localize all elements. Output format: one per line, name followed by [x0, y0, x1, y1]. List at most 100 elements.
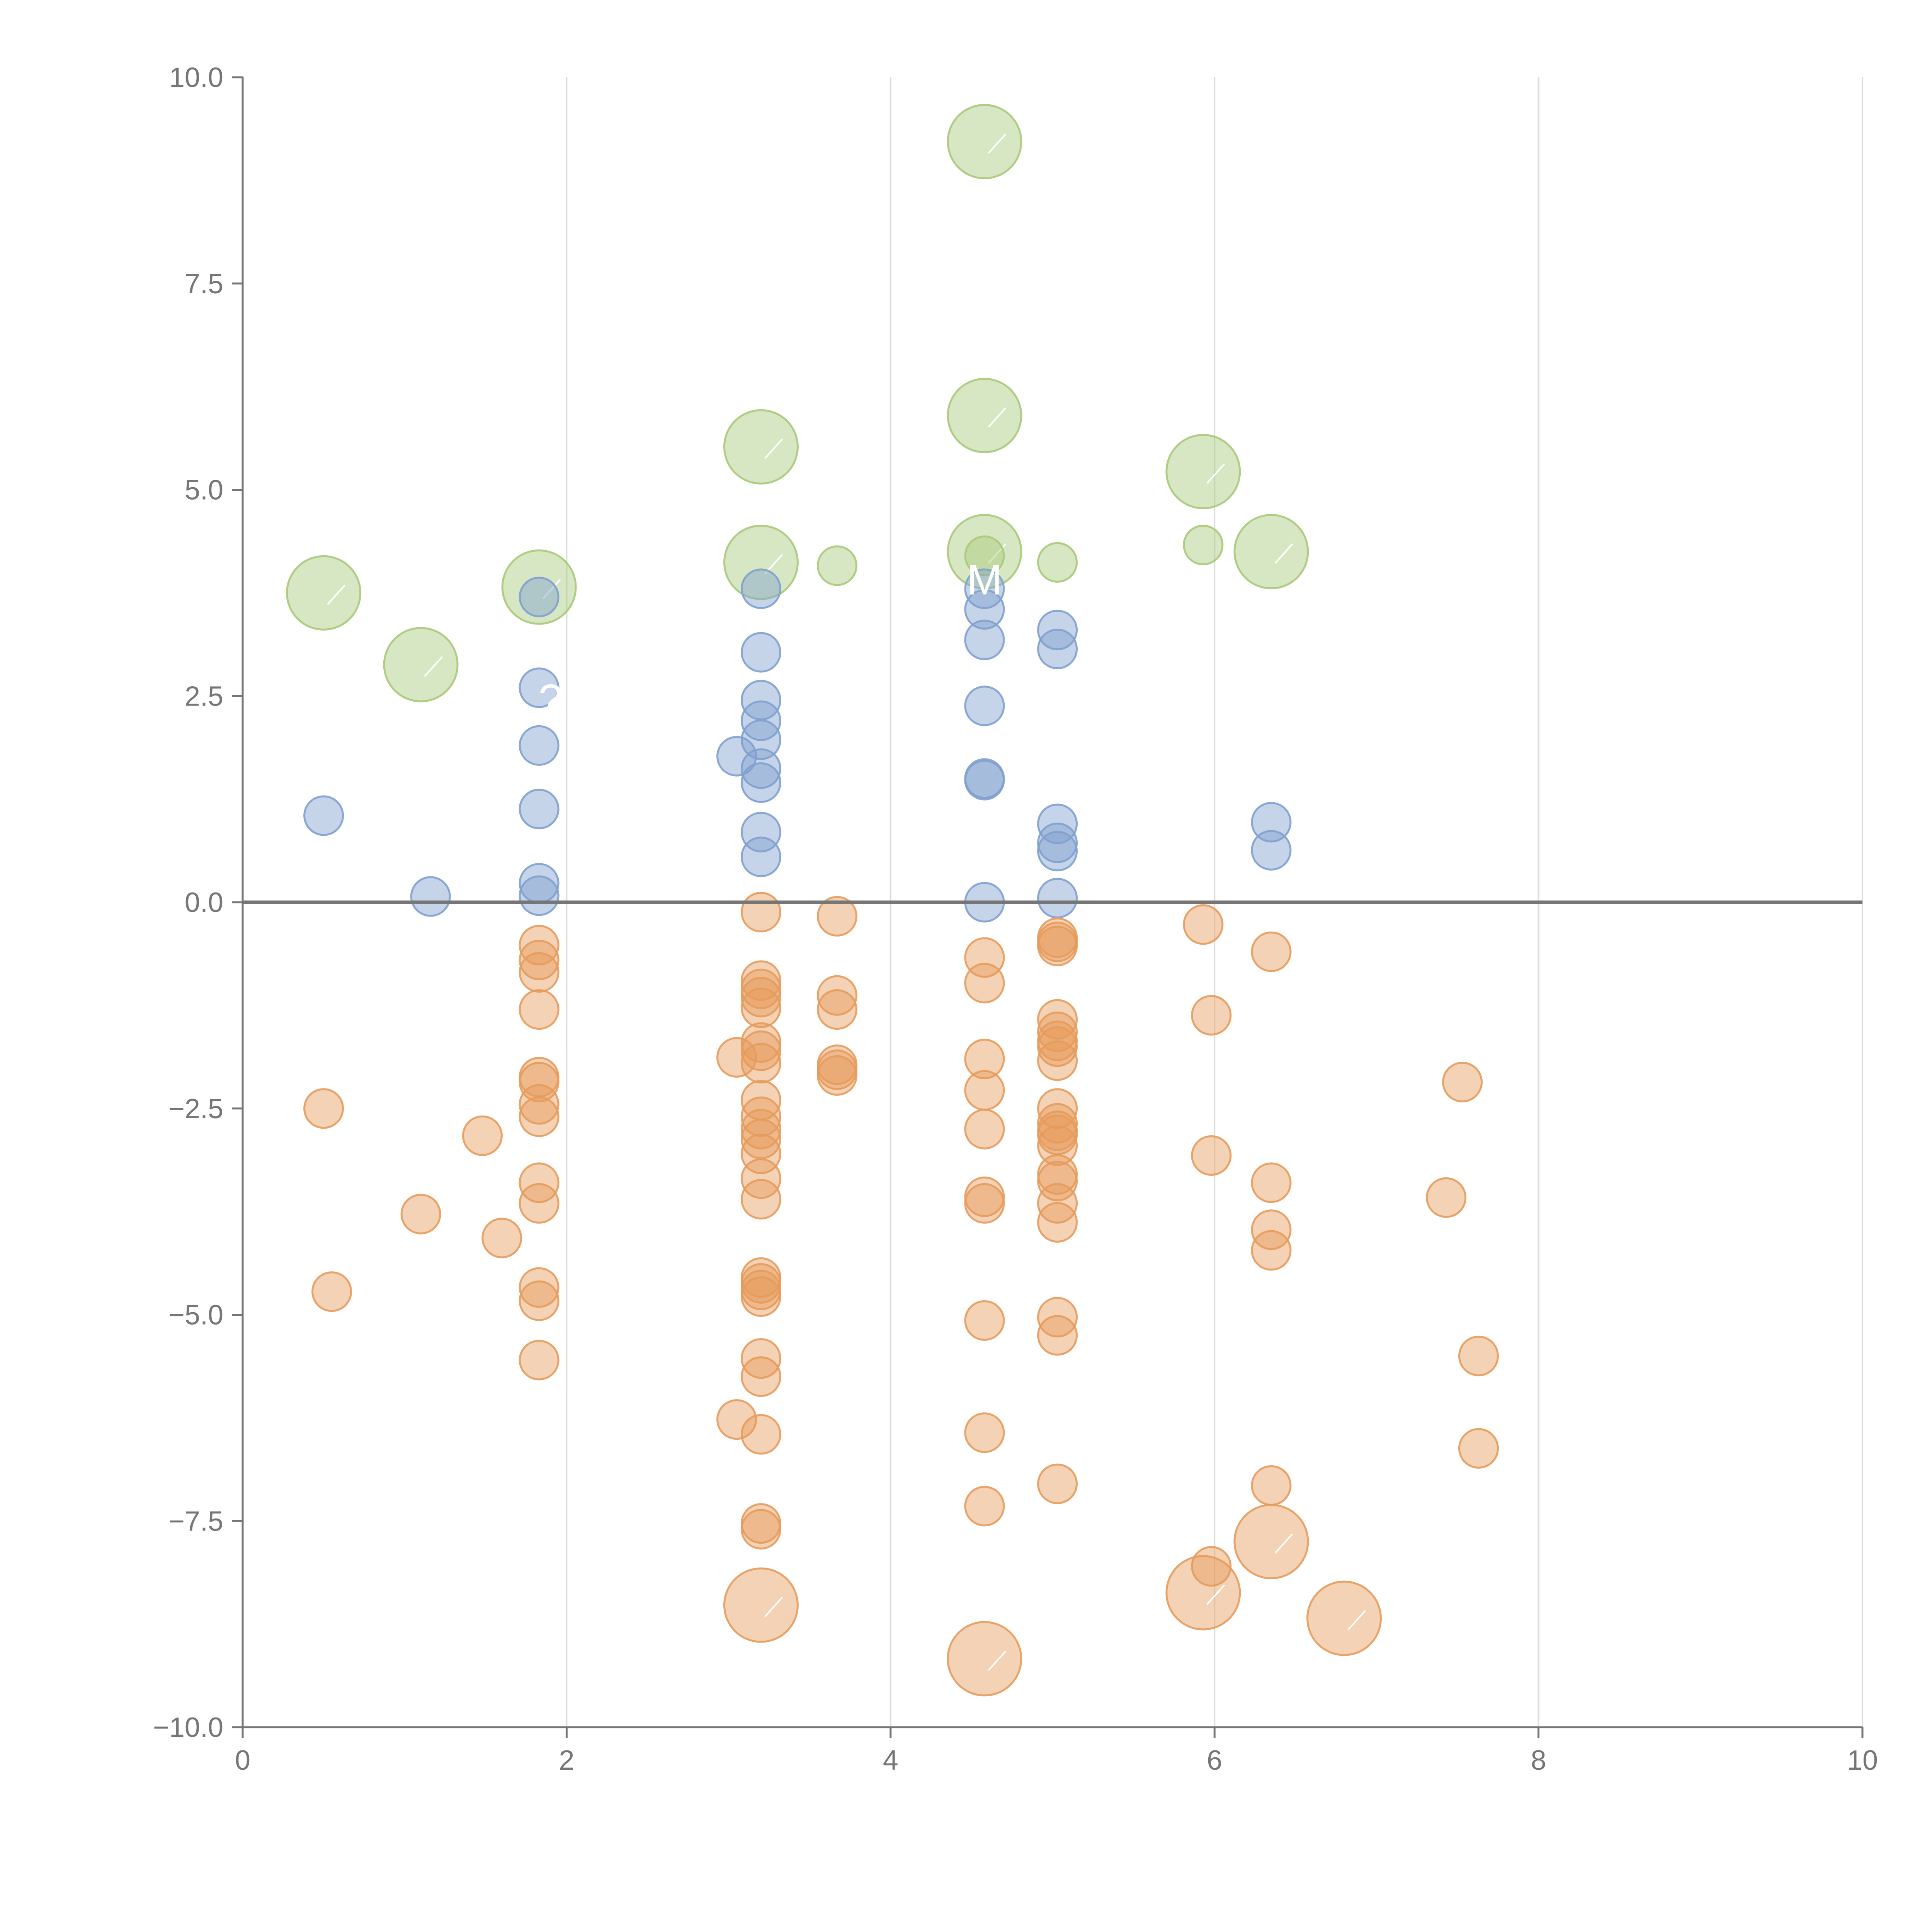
point-negative-small-52[interactable] — [964, 1039, 1005, 1080]
point-positive-small-32[interactable] — [1251, 830, 1292, 871]
point-negative-small-80[interactable] — [1183, 904, 1224, 945]
point-negative-small-58[interactable] — [964, 1412, 1005, 1453]
point-negative-small-84[interactable] — [1251, 931, 1292, 972]
point-top-large-9[interactable] — [1233, 514, 1309, 590]
point-negative-small-88[interactable] — [1251, 1465, 1292, 1506]
point-top-large-1[interactable] — [383, 627, 459, 702]
point-negative-small-31[interactable] — [740, 1158, 781, 1199]
point-negative-small-32[interactable] — [740, 1179, 781, 1220]
point-negative-large-0[interactable] — [723, 1567, 799, 1643]
point-negative-small-21[interactable] — [740, 977, 781, 1018]
point-top-large-7[interactable] — [947, 514, 1022, 590]
point-negative-small-43[interactable] — [716, 1399, 757, 1440]
point-positive-small-5[interactable] — [519, 789, 560, 830]
point-negative-small-4[interactable] — [481, 1218, 522, 1259]
point-positive-small-15[interactable] — [740, 812, 781, 853]
point-positive-small-9[interactable] — [740, 632, 781, 673]
point-negative-small-7[interactable] — [519, 952, 560, 993]
point-positive-small-8[interactable] — [740, 568, 781, 609]
point-negative-small-53[interactable] — [964, 1070, 1005, 1111]
point-positive-small-7[interactable] — [519, 875, 560, 916]
point-negative-small-16[interactable] — [519, 1280, 560, 1321]
point-positive-small-31[interactable] — [1251, 802, 1292, 843]
point-negative-small-86[interactable] — [1251, 1209, 1292, 1250]
point-positive-small-17[interactable] — [716, 736, 757, 777]
point-negative-small-66[interactable] — [1037, 1026, 1078, 1067]
point-negative-small-62[interactable] — [1037, 925, 1078, 966]
point-top-large-6[interactable] — [947, 378, 1022, 453]
point-negative-small-85[interactable] — [1251, 1162, 1292, 1203]
point-negative-small-39[interactable] — [740, 1414, 781, 1455]
point-positive-small-3[interactable] — [519, 667, 560, 708]
point-negative-small-81[interactable] — [1191, 995, 1232, 1036]
point-negative-small-72[interactable] — [1037, 1125, 1078, 1166]
point-negative-small-22[interactable] — [740, 987, 781, 1028]
point-top-large-5[interactable] — [947, 104, 1022, 180]
point-positive-small-18[interactable] — [964, 568, 1005, 609]
point-negative-small-49[interactable] — [816, 1055, 857, 1096]
point-negative-small-64[interactable] — [1037, 1011, 1078, 1052]
point-negative-small-17[interactable] — [519, 1340, 560, 1381]
point-negative-small-42[interactable] — [716, 1037, 757, 1078]
point-negative-large-4[interactable] — [1306, 1580, 1382, 1656]
point-negative-small-56[interactable] — [964, 1183, 1005, 1224]
point-negative-small-23[interactable] — [740, 1022, 781, 1063]
point-positive-small-29[interactable] — [1037, 831, 1078, 872]
point-negative-small-89[interactable] — [1426, 1177, 1467, 1218]
point-negative-small-15[interactable] — [519, 1267, 560, 1308]
point-top-large-8[interactable] — [1165, 434, 1241, 510]
point-negative-small-12[interactable] — [519, 1096, 560, 1137]
point-positive-small-13[interactable] — [740, 748, 781, 789]
point-positive-small-26[interactable] — [1037, 629, 1078, 670]
point-negative-small-14[interactable] — [519, 1183, 560, 1224]
point-negative-small-51[interactable] — [964, 963, 1005, 1003]
point-positive-small-4[interactable] — [519, 725, 560, 766]
point-negative-small-76[interactable] — [1037, 1202, 1078, 1243]
point-top-small-1[interactable] — [964, 535, 1005, 576]
point-negative-small-79[interactable] — [1037, 1463, 1078, 1504]
point-negative-small-78[interactable] — [1037, 1315, 1078, 1356]
point-top-small-0[interactable] — [816, 545, 857, 586]
point-negative-small-41[interactable] — [740, 1509, 781, 1550]
point-positive-small-14[interactable] — [740, 762, 781, 803]
point-positive-small-1[interactable] — [410, 876, 451, 917]
point-negative-small-28[interactable] — [740, 1109, 781, 1150]
point-positive-small-28[interactable] — [1037, 822, 1078, 863]
point-positive-small-21[interactable] — [964, 685, 1005, 726]
point-negative-small-67[interactable] — [1037, 1040, 1078, 1081]
point-negative-small-24[interactable] — [740, 1030, 781, 1071]
point-negative-small-10[interactable] — [519, 1061, 560, 1102]
point-negative-small-74[interactable] — [1037, 1161, 1078, 1202]
point-negative-small-3[interactable] — [462, 1115, 503, 1156]
point-negative-small-92[interactable] — [1458, 1428, 1499, 1469]
point-positive-small-19[interactable] — [964, 589, 1005, 630]
point-negative-small-54[interactable] — [964, 1109, 1005, 1150]
point-negative-small-77[interactable] — [1037, 1297, 1078, 1338]
point-positive-small-20[interactable] — [964, 619, 1005, 660]
point-negative-small-30[interactable] — [740, 1133, 781, 1174]
point-negative-small-1[interactable] — [311, 1271, 352, 1312]
point-negative-small-13[interactable] — [519, 1162, 560, 1203]
point-top-small-3[interactable] — [1183, 525, 1224, 566]
point-negative-small-2[interactable] — [400, 1194, 441, 1235]
point-negative-large-2[interactable] — [1165, 1555, 1241, 1631]
point-negative-small-87[interactable] — [1251, 1230, 1292, 1271]
point-negative-small-25[interactable] — [740, 1043, 781, 1083]
point-negative-large-3[interactable] — [1233, 1504, 1309, 1580]
point-negative-small-18[interactable] — [740, 892, 781, 933]
point-negative-small-57[interactable] — [964, 1300, 1005, 1341]
point-negative-small-44[interactable] — [816, 896, 857, 937]
point-negative-small-6[interactable] — [519, 939, 560, 980]
point-negative-large-1[interactable] — [947, 1621, 1022, 1697]
point-positive-small-0[interactable] — [303, 795, 344, 836]
point-negative-small-91[interactable] — [1458, 1335, 1499, 1376]
point-negative-small-38[interactable] — [740, 1356, 781, 1397]
point-negative-small-82[interactable] — [1191, 1135, 1232, 1176]
point-negative-small-37[interactable] — [740, 1338, 781, 1379]
point-negative-small-46[interactable] — [816, 989, 857, 1030]
point-top-large-0[interactable] — [286, 555, 362, 631]
point-positive-small-2[interactable] — [519, 577, 560, 617]
point-positive-small-30[interactable] — [1037, 878, 1078, 918]
point-negative-small-11[interactable] — [519, 1084, 560, 1125]
point-negative-small-27[interactable] — [740, 1096, 781, 1137]
